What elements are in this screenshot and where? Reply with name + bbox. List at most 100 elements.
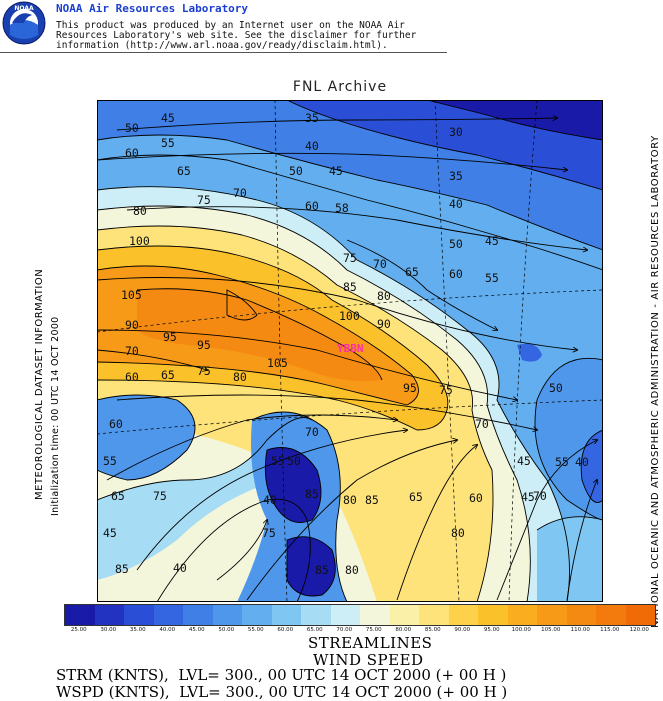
contour-label: 45 <box>103 526 117 540</box>
colorbar-tick-label: 30.00 <box>100 627 117 633</box>
contour-label: 58 <box>335 201 349 215</box>
colorbar-tick-label: 25.00 <box>70 627 87 633</box>
contour-label: 90 <box>125 318 139 332</box>
colorbar-cell <box>124 605 154 625</box>
fill-band-north-min <box>427 100 603 140</box>
contour-label: 80 <box>233 370 247 384</box>
colorbar-tick-label: 60.00 <box>277 627 294 633</box>
header-divider <box>0 52 447 53</box>
contour-label: 60 <box>469 491 483 505</box>
contour-label: 45 <box>521 490 535 504</box>
colorbar-tick-label: 95.00 <box>483 627 500 633</box>
colorbar-tick-label: 85.00 <box>424 627 441 633</box>
colorbar-cell <box>183 605 213 625</box>
contour-label: 40 <box>263 493 277 507</box>
colorbar-cell <box>478 605 508 625</box>
contour-label: 80 <box>451 526 465 540</box>
contour-label: 95 <box>197 338 211 352</box>
contour-label: 55 <box>485 271 499 285</box>
right-agency-label: NATIONAL OCEANIC AND ATMOSPHERIC ADMINIS… <box>650 135 661 628</box>
fill-band-east-min <box>517 343 542 362</box>
contour-label: 65 <box>161 368 175 382</box>
fill-band-west-low <box>97 395 195 480</box>
contour-label: 100 <box>339 309 360 323</box>
colorbar-cell <box>596 605 626 625</box>
contour-label: 70 <box>305 425 319 439</box>
lat-lon-grid <box>97 100 603 602</box>
contour-label: 55 <box>103 454 117 468</box>
colorbar-cell <box>153 605 183 625</box>
contour-label: 40 <box>173 561 187 575</box>
header-line-3[interactable]: information (http://www.arl.noaa.gov/rea… <box>56 40 388 51</box>
colorbar-tick-label: 80.00 <box>395 627 412 633</box>
colorbar-tick-label: 45.00 <box>188 627 205 633</box>
colorbar-tick-label: 70.00 <box>336 627 353 633</box>
contour-label: 45 <box>517 454 531 468</box>
colorbar-cell <box>94 605 124 625</box>
contour-label: 85 <box>343 280 357 294</box>
colorbar-tick-label: 115.00 <box>600 627 620 633</box>
contour-label: 75 <box>153 489 167 503</box>
contour-label: 70 <box>533 489 547 503</box>
contour-label: 90 <box>377 317 391 331</box>
colorbar-tick-label: 50.00 <box>218 627 235 633</box>
contour-label: 80 <box>133 204 147 218</box>
map-title: FNL Archive <box>292 79 388 95</box>
contour-label: 35 <box>449 169 463 183</box>
footer-wspd-info: WSPD (KNTS), LVL= 300., 00 UTC 14 OCT 20… <box>56 683 508 701</box>
contour-label: 85 <box>315 563 329 577</box>
colorbar-tick-label: 40.00 <box>159 627 176 633</box>
colorbar-labels: 25.00 30.00 35.00 40.00 45.00 50.00 55.00 60.00… <box>64 627 663 635</box>
contour-label: 70 <box>233 186 247 200</box>
colorbar-cell <box>65 605 95 625</box>
colorbar-cell <box>360 605 390 625</box>
fill-band-southcentral-2 <box>287 536 336 596</box>
contour-label: 85 <box>115 562 129 576</box>
colorbar-cell <box>448 605 478 625</box>
station-label-ybbn: YBBN <box>337 342 364 355</box>
contour-label: 65 <box>177 164 191 178</box>
colorbar-cell <box>242 605 272 625</box>
header-line-1: This product was produced by an Internet… <box>56 20 405 31</box>
contour-label: 70 <box>475 417 489 431</box>
footer-wind-speed: WIND SPEED <box>313 651 424 669</box>
contour-label: 35 <box>305 111 319 125</box>
contour-label: 75 <box>197 193 211 207</box>
contour-label: 45 <box>485 234 499 248</box>
contour-label: 30 <box>449 125 463 139</box>
streamlines <box>97 118 597 601</box>
contour-label: 75 <box>197 364 211 378</box>
contour-label: 70 <box>373 257 387 271</box>
colorbar-tick-label: 90.00 <box>454 627 471 633</box>
colorbar-cell <box>507 605 537 625</box>
contour-label: 40 <box>449 197 463 211</box>
fill-band-jet-core <box>137 288 382 382</box>
colorbar-cell <box>330 605 360 625</box>
colorbar-tick-label: 65.00 <box>306 627 323 633</box>
contour-label: 55 <box>161 136 175 150</box>
contour-label: 50 <box>449 237 463 251</box>
contour-label: 105 <box>121 288 142 302</box>
colorbar-tick-label: 120.00 <box>629 627 649 633</box>
contour-label: 70 <box>125 344 139 358</box>
header-title[interactable]: NOAA Air Resources Laboratory <box>56 2 249 15</box>
contour-label: 75 <box>262 526 276 540</box>
contour-label: 95 <box>163 330 177 344</box>
logo-text: NOAA <box>14 5 34 12</box>
colorbar-cell <box>389 605 419 625</box>
left-init-time-label: Initialization time: 00 UTC 14 OCT 2000 <box>50 316 61 516</box>
left-dataset-label: METEOROLOGICAL DATASET INFORMATION <box>34 268 45 500</box>
colorbar-cell <box>301 605 331 625</box>
contour-label: 95 <box>403 381 417 395</box>
contour-label: 60 <box>449 267 463 281</box>
contour-label: 50 <box>549 381 563 395</box>
contour-label: 60 <box>109 417 123 431</box>
contour-label: 60 <box>125 370 139 384</box>
contour-label: 85 <box>305 487 319 501</box>
footer-strm-info: STRM (KNTS), LVL= 300., 00 UTC 14 OCT 20… <box>56 666 507 684</box>
fill-band-southcentral-min <box>265 447 321 523</box>
contour-label: 85 <box>365 493 379 507</box>
contour-label: 80 <box>343 493 357 507</box>
contour-label: 75 <box>439 383 453 397</box>
